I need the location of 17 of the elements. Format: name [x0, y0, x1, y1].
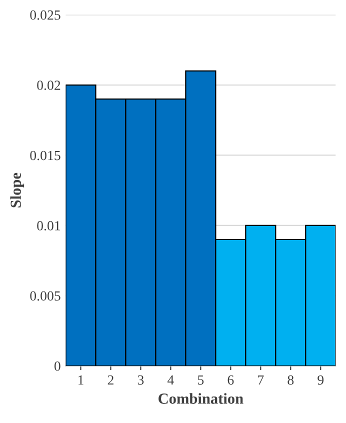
x-tick-label: 7: [258, 375, 264, 385]
y-tick-label: 0.005: [30, 291, 60, 301]
y-tick-label: 0.02: [37, 80, 60, 90]
x-tick-label: 6: [228, 375, 234, 385]
x-tick-label: 4: [167, 375, 174, 385]
y-tick-label: 0.025: [30, 10, 60, 20]
x-tick-label: 8: [288, 375, 294, 385]
x-tick-label: 2: [108, 375, 114, 385]
y-axis-title: Slope: [10, 172, 24, 208]
x-tick-label: 1: [78, 375, 84, 385]
x-axis-title: Combination: [158, 393, 244, 404]
y-tick-label: 0: [54, 361, 60, 371]
y-tick-label: 0.01: [37, 221, 60, 230]
x-tick-label: 3: [138, 375, 144, 385]
x-tick-label: 9: [318, 375, 324, 385]
y-tick-label: 0.015: [30, 150, 60, 160]
x-tick-label: 5: [198, 375, 204, 385]
